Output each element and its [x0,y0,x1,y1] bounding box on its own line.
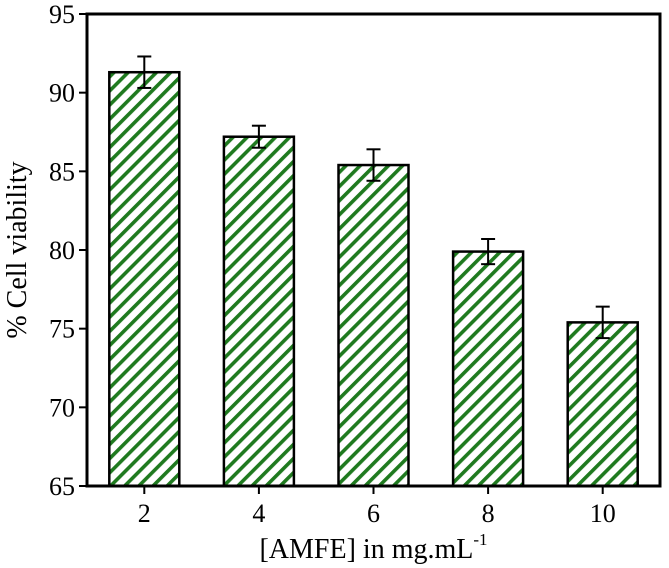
y-tick-label: 85 [49,157,75,186]
y-tick-label: 95 [49,0,75,29]
bars-layer [108,70,639,488]
bar-2 [108,70,181,488]
y-tick-label: 65 [49,472,75,501]
error-bar-10 [595,305,610,340]
x-axis-title: [AMFE] in mg.mL-1 [259,530,487,565]
bar-8 [451,250,525,488]
error-bar-6 [366,148,381,182]
error-bar-8 [481,237,496,266]
y-tick-label: 75 [49,315,75,344]
x-axis-title-main: [AMFE] in mg.mL [259,534,473,565]
bar-4 [222,135,296,488]
y-axis-title: % Cell viability [2,161,33,338]
y-tick-label: 70 [49,393,75,422]
error-bar-2 [137,55,152,89]
y-tick-label: 80 [49,236,75,265]
x-tick-label: 4 [252,499,265,528]
x-tick-label: 6 [367,499,380,528]
x-tick-label: 2 [138,499,151,528]
error-bar-4 [251,124,266,149]
error-bars-layer [137,55,610,340]
y-axis-ticks: 65 70 75 80 85 90 95 [49,0,87,501]
x-tick-label: 8 [482,499,495,528]
x-axis-title-superscript: -1 [473,530,487,549]
y-tick-label: 90 [49,79,75,108]
x-axis-ticks: 2 4 6 8 10 [138,486,616,528]
x-tick-label: 10 [590,499,616,528]
bar-10 [566,321,639,488]
bar-6 [337,163,410,488]
